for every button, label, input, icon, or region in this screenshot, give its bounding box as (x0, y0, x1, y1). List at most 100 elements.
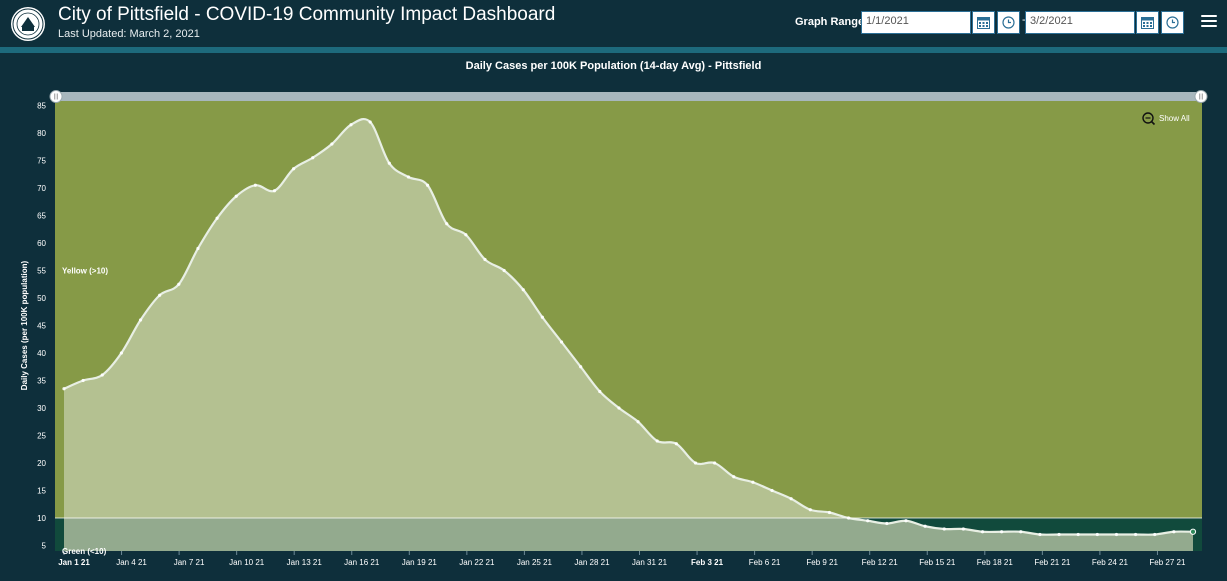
x-tick-label: Feb 21 21 (1034, 558, 1071, 567)
hamburger-menu-icon[interactable] (1201, 13, 1217, 29)
y-tick-label: 20 (37, 459, 46, 468)
data-point[interactable] (138, 318, 143, 322)
data-point[interactable] (579, 365, 583, 369)
x-tick-label: Feb 12 21 (862, 558, 899, 567)
data-point[interactable] (693, 461, 698, 465)
data-point[interactable] (1172, 530, 1176, 534)
data-point[interactable] (808, 508, 812, 512)
range-handle-right[interactable] (1194, 90, 1208, 103)
x-tick-label: Jan 22 21 (459, 558, 495, 567)
data-point[interactable] (215, 216, 219, 220)
data-point[interactable] (1057, 532, 1061, 537)
data-point[interactable] (789, 497, 793, 501)
data-point[interactable] (1038, 532, 1042, 537)
data-point[interactable] (158, 293, 162, 297)
data-point[interactable] (866, 519, 870, 523)
zoom-out-handle (1150, 120, 1156, 126)
data-point[interactable] (770, 488, 774, 493)
data-point[interactable] (1133, 532, 1138, 537)
end-date-input[interactable]: 3/2/2021 (1025, 11, 1135, 34)
start-calendar-button[interactable] (972, 11, 995, 34)
x-tick-label: Jan 25 21 (517, 558, 553, 567)
data-point[interactable] (1095, 532, 1099, 537)
data-point[interactable] (961, 527, 965, 531)
data-point[interactable] (81, 378, 85, 383)
data-point[interactable] (368, 120, 372, 124)
data-point[interactable] (1114, 532, 1119, 537)
y-axis-label: Daily Cases (per 100K population) (20, 260, 29, 390)
dashboard-header: City of Pittsfield - COVID-19 Community … (0, 0, 1227, 47)
data-point[interactable] (502, 268, 506, 273)
range-scrollbar[interactable] (55, 92, 1202, 101)
x-tick-label: Feb 24 21 (1092, 558, 1129, 567)
data-point[interactable] (559, 340, 564, 344)
calendar-icon (977, 17, 990, 29)
y-tick-label: 65 (37, 212, 46, 221)
data-point[interactable] (196, 246, 200, 251)
data-point[interactable] (425, 183, 430, 187)
range-separator: - (1022, 14, 1026, 26)
green-zone-label: Green (<10) (62, 547, 107, 556)
data-point[interactable] (598, 389, 602, 394)
x-tick-label: Jan 1 21 (58, 558, 90, 567)
data-point[interactable] (119, 351, 124, 355)
end-time-button[interactable] (1161, 11, 1184, 34)
data-point[interactable] (406, 175, 411, 179)
end-calendar-button[interactable] (1136, 11, 1159, 34)
data-point[interactable] (330, 142, 334, 146)
data-point[interactable] (521, 288, 525, 292)
page-title: City of Pittsfield - COVID-19 Community … (58, 4, 556, 25)
data-point[interactable] (272, 189, 277, 193)
latest-data-point[interactable] (1189, 528, 1197, 535)
x-tick-label: Feb 15 21 (919, 558, 956, 567)
data-point[interactable] (234, 194, 238, 198)
data-point[interactable] (885, 521, 889, 526)
data-point[interactable] (636, 420, 640, 424)
data-point[interactable] (483, 257, 487, 262)
data-point[interactable] (751, 480, 755, 484)
start-time-button[interactable] (997, 11, 1020, 34)
data-point[interactable] (1076, 532, 1080, 537)
y-tick-label: 55 (37, 267, 46, 276)
y-tick-label: 10 (37, 514, 46, 523)
data-point[interactable] (100, 373, 104, 377)
x-tick-label: Feb 9 21 (806, 558, 838, 567)
data-point[interactable] (62, 387, 66, 391)
data-point[interactable] (827, 510, 832, 515)
data-point[interactable] (655, 439, 659, 443)
data-point[interactable] (923, 524, 927, 528)
data-point[interactable] (732, 475, 736, 479)
graph-range-label: Graph Range (795, 16, 865, 28)
chart-title: Daily Cases per 100K Population (14-day … (465, 60, 762, 72)
y-tick-label: 15 (37, 487, 46, 496)
x-tick-label: Jan 13 21 (287, 558, 323, 567)
range-handle-left[interactable] (49, 90, 63, 103)
data-point[interactable] (464, 233, 468, 237)
menu-bar (1201, 25, 1217, 27)
show-all-button[interactable]: Show All (1142, 112, 1190, 126)
data-point[interactable] (1153, 532, 1157, 537)
data-point[interactable] (349, 123, 353, 127)
cases-area (64, 119, 1193, 551)
data-point[interactable] (1019, 530, 1023, 534)
y-tick-label: 5 (42, 542, 47, 551)
data-point[interactable] (387, 161, 391, 165)
data-point[interactable] (674, 442, 678, 446)
data-point[interactable] (253, 183, 257, 187)
x-tick-label: Jan 19 21 (402, 558, 438, 567)
zoom-out-icon (1142, 112, 1154, 124)
y-tick-label: 25 (37, 432, 46, 441)
data-point[interactable] (177, 282, 181, 286)
data-point[interactable] (292, 167, 296, 171)
data-point[interactable] (980, 530, 985, 534)
data-point[interactable] (942, 527, 946, 531)
data-point[interactable] (311, 156, 315, 160)
data-point[interactable] (904, 519, 908, 523)
data-point[interactable] (713, 461, 717, 465)
data-point[interactable] (445, 222, 449, 226)
show-all-label: Show All (1159, 114, 1190, 123)
data-point[interactable] (617, 406, 621, 410)
data-point[interactable] (1000, 530, 1004, 534)
data-point[interactable] (540, 315, 544, 319)
start-date-input[interactable]: 1/1/2021 (861, 11, 971, 34)
